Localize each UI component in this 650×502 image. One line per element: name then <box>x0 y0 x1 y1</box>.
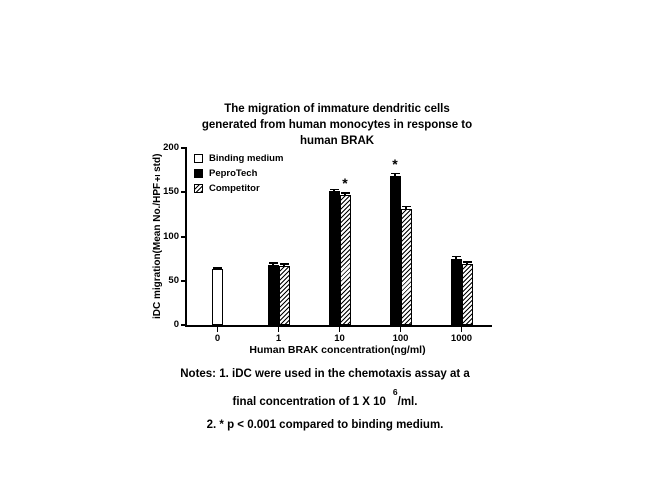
x-tick-label: 0 <box>214 333 221 344</box>
y-tick-label: 100 <box>163 230 179 242</box>
y-tick-label: 50 <box>168 274 179 286</box>
bar-hatch-1000 <box>461 263 473 325</box>
error-bar <box>401 205 411 210</box>
legend-item: PeproTech <box>194 166 283 181</box>
significance-star: * <box>392 155 398 172</box>
note-line-2-text: final concentration of 1 X 10 <box>232 395 386 408</box>
note-line-2-suffix: /ml. <box>397 395 418 408</box>
error-bar <box>268 262 278 266</box>
legend: Binding medium PeproTech Competitor <box>194 151 283 196</box>
chart-title-line-3: human BRAK <box>299 135 375 147</box>
x-tick-label: 10 <box>334 333 345 344</box>
chart-title-line-1: The migration of immature dendritic cell… <box>224 103 450 115</box>
legend-item: Competitor <box>194 181 283 196</box>
legend-swatch-open <box>194 154 203 163</box>
legend-swatch-hatch <box>194 184 203 193</box>
error-bar <box>329 188 339 192</box>
x-tick-mark <box>216 325 219 332</box>
x-tick-label: 100 <box>392 333 409 344</box>
bar-open-0 <box>212 269 223 325</box>
bar-solid-10 <box>328 191 340 325</box>
legend-label: Binding medium <box>209 153 284 164</box>
note-line-2: final concentration of 1 X 10 6/ml. <box>0 386 650 414</box>
x-axis-label: Human BRAK concentration(ng/ml) <box>249 344 426 356</box>
legend-swatch-solid <box>194 169 203 178</box>
legend-item: Binding medium <box>194 151 283 166</box>
x-tick-mark <box>460 325 463 332</box>
error-bar <box>279 263 289 267</box>
error-bar <box>340 192 350 196</box>
y-tick-label: 200 <box>163 142 179 153</box>
error-bar <box>451 255 461 260</box>
bar-solid-100 <box>389 176 401 325</box>
legend-label: PeproTech <box>209 168 258 179</box>
error-bar <box>390 172 400 177</box>
chart-title-line-2: generated from human monocytes in respon… <box>201 119 473 131</box>
x-tick-label: 1000 <box>450 333 473 344</box>
y-tick-mark <box>181 191 187 194</box>
y-tick-mark <box>181 279 187 282</box>
note-line-1: Notes: 1. iDC were used in the chemotaxi… <box>180 368 470 380</box>
x-tick-label: 1 <box>275 333 282 344</box>
y-tick-mark <box>181 235 187 238</box>
plot-area: Binding medium PeproTech Competitor 0 50 100… <box>163 142 492 344</box>
note-line-3: 2. * p < 0.001 compared to binding mediu… <box>206 418 444 431</box>
y-tick-label: 150 <box>163 186 179 198</box>
legend-label: Competitor <box>209 183 260 194</box>
x-tick-mark <box>399 325 402 332</box>
note-line-2-superscript: 6 <box>392 387 398 397</box>
significance-star: * <box>342 175 348 192</box>
y-tick-mark <box>181 324 187 326</box>
chart-title: The migration of immature dendritic cell… <box>12 101 650 149</box>
bar-hatch-100 <box>400 209 412 325</box>
x-tick-mark <box>338 325 341 332</box>
x-tick-mark <box>277 325 280 332</box>
y-tick-mark <box>181 147 187 149</box>
bar-solid-1 <box>267 264 279 325</box>
error-bar <box>462 261 472 265</box>
bar-hatch-10 <box>339 194 351 325</box>
error-bar <box>213 267 222 271</box>
notes: Notes: 1. iDC were used in the chemotaxi… <box>0 363 650 437</box>
bar-solid-1000 <box>450 258 462 325</box>
bar-hatch-1 <box>278 265 290 325</box>
y-tick-label: 0 <box>173 319 179 330</box>
